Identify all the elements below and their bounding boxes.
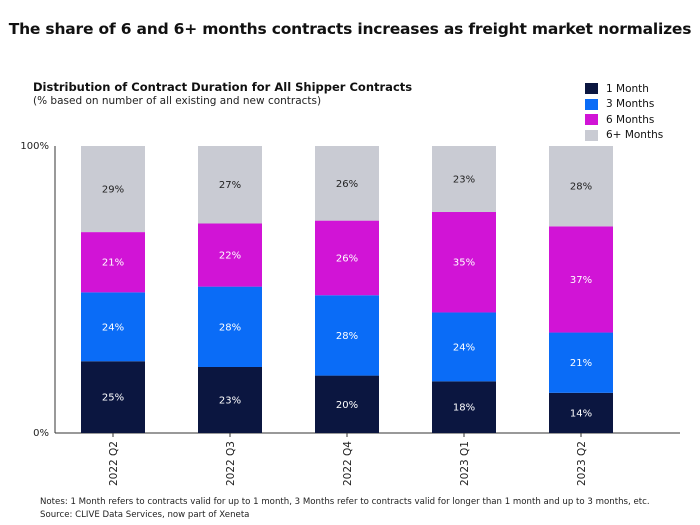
chart-title: Distribution of Contract Duration for Al… [33, 80, 413, 94]
data-label: 27% [219, 180, 241, 191]
legend-swatch [585, 98, 598, 110]
bar-segment [315, 146, 379, 221]
data-label: 18% [453, 403, 475, 414]
x-tick-label: 2023 Q2 [576, 441, 588, 486]
bar-segment [432, 212, 496, 313]
chart-headline: The share of 6 and 6+ months contracts i… [8, 20, 692, 38]
data-label: 24% [453, 342, 475, 353]
y-tick-label: 100% [20, 141, 49, 152]
legend-swatch [585, 83, 598, 95]
bar-segment [198, 366, 262, 433]
data-label: 21% [570, 358, 592, 369]
legend-swatch [585, 114, 598, 126]
bar-segment [81, 232, 145, 293]
data-label: 29% [102, 185, 124, 196]
chart-subtitle: (% based on number of all existing and n… [33, 95, 322, 107]
x-tick-label: 2022 Q3 [225, 441, 237, 486]
legend-swatch [585, 129, 598, 141]
bar-segment [81, 361, 145, 433]
data-label: 28% [336, 331, 358, 342]
footnote-notes: Notes: 1 Month refers to contracts valid… [40, 497, 650, 507]
data-label: 24% [102, 322, 124, 333]
legend-label: 6 Months [606, 113, 655, 126]
bar-segment [81, 292, 145, 362]
bar-segment [549, 226, 613, 333]
legend-item-1-month: 1 Month [585, 81, 663, 97]
data-label: 23% [219, 395, 241, 406]
data-label: 26% [336, 179, 358, 190]
data-label: 20% [336, 400, 358, 411]
bar-segment [315, 375, 379, 433]
data-label: 14% [570, 408, 592, 419]
bar-segment [198, 223, 262, 287]
data-label: 23% [453, 175, 475, 186]
legend: 1 Month 3 Months 6 Months 6+ Months [585, 81, 663, 143]
bar-segment [81, 146, 145, 233]
footnote-source: Source: CLIVE Data Services, now part of… [40, 510, 250, 520]
legend-item-6plus-months: 6+ Months [585, 128, 663, 144]
legend-item-6-months: 6 Months [585, 112, 663, 128]
bar-segment [432, 381, 496, 433]
data-label: 37% [570, 275, 592, 286]
bar-segment [549, 332, 613, 393]
legend-item-3-months: 3 Months [585, 97, 663, 113]
footnotes: Notes: 1 Month refers to contracts valid… [40, 496, 650, 522]
bar-segment [432, 146, 496, 213]
bar-segment [432, 312, 496, 382]
legend-label: 1 Month [606, 82, 649, 95]
bar-segment [549, 392, 613, 433]
data-label: 28% [570, 182, 592, 193]
data-label: 35% [453, 258, 475, 269]
data-label: 21% [102, 258, 124, 269]
bar-segment [315, 220, 379, 296]
bar-segment [315, 295, 379, 376]
bar-segment [549, 146, 613, 227]
bar-segment [198, 146, 262, 224]
data-label: 22% [219, 251, 241, 262]
y-tick-label: 0% [33, 428, 49, 439]
bar-segment [198, 286, 262, 367]
data-label: 26% [336, 253, 358, 264]
legend-label: 3 Months [606, 98, 655, 111]
x-tick-label: 2023 Q1 [459, 441, 471, 486]
x-tick-label: 2022 Q4 [342, 441, 354, 486]
x-tick-label: 2022 Q2 [108, 441, 120, 486]
legend-label: 6+ Months [606, 129, 664, 142]
data-label: 25% [102, 393, 124, 404]
data-label: 28% [219, 322, 241, 333]
